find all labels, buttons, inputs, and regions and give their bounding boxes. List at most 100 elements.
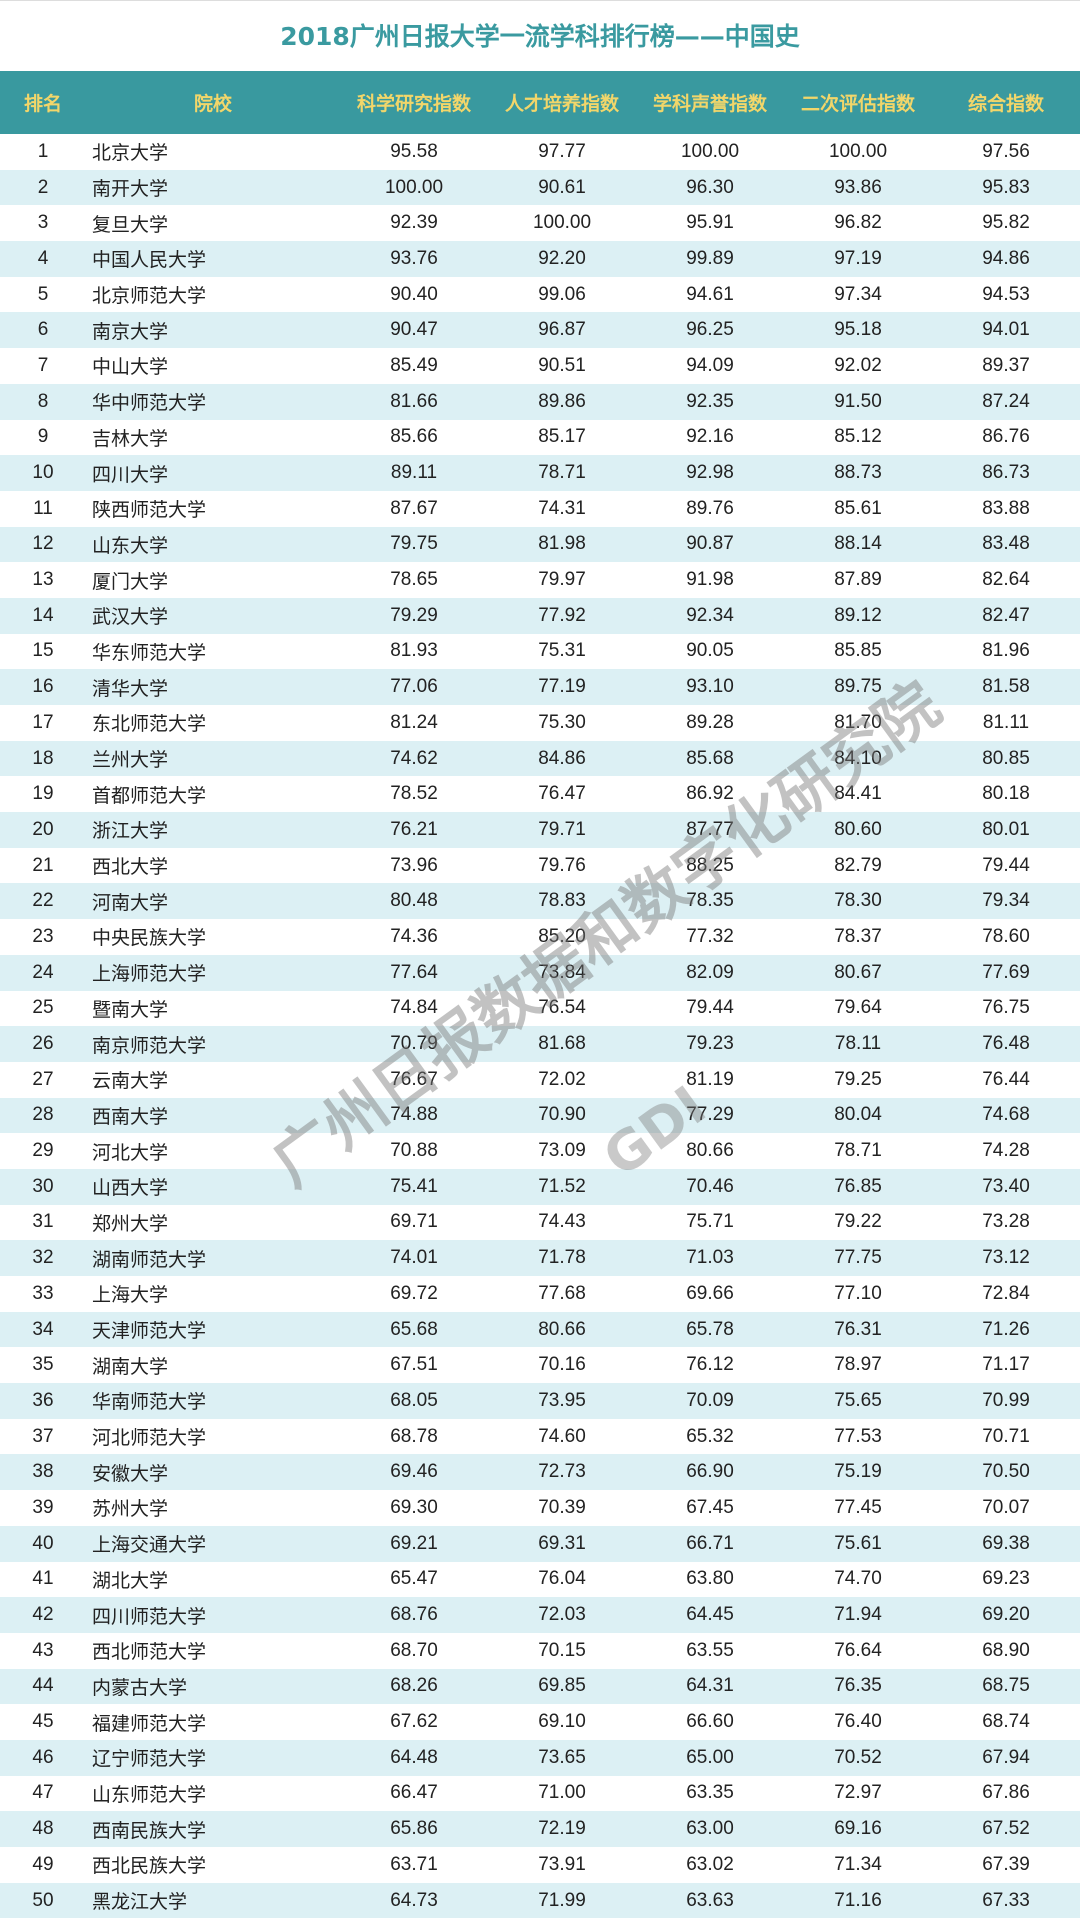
cell-talent-index: 77.19	[538, 676, 586, 698]
cell-evaluation-index: 77.10	[834, 1282, 882, 1304]
table-row: 24 上海师范大学 77.64 73.84 82.09 80.67 77.69	[0, 954, 1080, 991]
page-title: 2018广州日报大学一流学科排行榜——中国史	[0, 0, 1080, 71]
cell-reputation-index: 79.23	[686, 1033, 734, 1055]
cell-talent-index: 72.19	[538, 1818, 586, 1840]
table-row: 5 北京师范大学 90.40 99.06 94.61 97.34 94.53	[0, 277, 1080, 313]
cell-research-index: 69.30	[390, 1496, 438, 1518]
cell-reputation-index: 86.92	[686, 783, 734, 805]
cell-research-index: 75.41	[390, 1175, 438, 1197]
cell-talent-index: 79.76	[538, 854, 586, 876]
cell-research-index: 69.71	[390, 1211, 438, 1233]
cell-talent-index: 74.31	[538, 497, 586, 519]
cell-rank: 32	[32, 1247, 54, 1269]
cell-rank: 36	[32, 1389, 54, 1411]
cell-talent-index: 73.09	[538, 1140, 586, 1162]
cell-reputation-index: 78.35	[686, 890, 734, 912]
cell-talent-index: 69.31	[538, 1532, 586, 1554]
table-row: 49 西北民族大学 63.71 73.91 63.02 71.34 67.39	[0, 1847, 1080, 1883]
column-header-evaluation-index: 二次评估指数	[800, 93, 915, 115]
column-header-school: 院校	[193, 93, 232, 115]
cell-evaluation-index: 77.75	[834, 1247, 882, 1269]
cell-talent-index: 85.20	[538, 925, 586, 947]
table-row: 34 天津师范大学 65.68 80.66 65.78 76.31 71.26	[0, 1311, 1080, 1348]
cell-reputation-index: 92.35	[686, 390, 734, 412]
cell-reputation-index: 85.68	[686, 747, 734, 769]
cell-talent-index: 71.78	[538, 1247, 586, 1269]
cell-talent-index: 70.90	[538, 1104, 586, 1126]
column-header-talent-index: 人才培养指数	[504, 93, 619, 115]
cell-talent-index: 76.47	[538, 783, 586, 805]
cell-talent-index: 100.00	[532, 212, 592, 234]
cell-talent-index: 75.31	[538, 640, 586, 662]
cell-reputation-index: 95.91	[686, 212, 734, 234]
cell-rank: 17	[32, 711, 54, 733]
cell-evaluation-index: 78.97	[834, 1354, 882, 1376]
cell-rank: 38	[32, 1461, 54, 1483]
cell-evaluation-index: 71.16	[834, 1889, 882, 1911]
cell-talent-index: 73.91	[538, 1853, 586, 1875]
cell-school: 天津师范大学	[92, 1321, 207, 1343]
cell-research-index: 93.76	[390, 247, 438, 269]
cell-overall-index: 86.73	[982, 462, 1030, 484]
cell-talent-index: 81.98	[538, 533, 586, 555]
table-row: 4 中国人民大学 93.76 92.20 99.89 97.19 94.86	[0, 241, 1080, 277]
cell-school: 云南大学	[92, 1071, 169, 1093]
cell-rank: 10	[32, 462, 54, 484]
cell-school: 兰州大学	[92, 750, 169, 772]
cell-research-index: 81.24	[390, 711, 438, 733]
cell-research-index: 64.73	[390, 1889, 438, 1911]
table-row: 22 河南大学 80.48 78.83 78.35 78.30 79.34	[0, 883, 1080, 920]
cell-reputation-index: 88.25	[686, 854, 734, 876]
table-row: 18 兰州大学 74.62 84.86 85.68 84.10 80.85	[0, 740, 1080, 777]
cell-research-index: 65.68	[390, 1318, 438, 1340]
cell-evaluation-index: 95.18	[834, 319, 882, 341]
cell-overall-index: 94.53	[982, 283, 1030, 305]
column-header-rank: 排名	[23, 93, 62, 115]
cell-evaluation-index: 85.85	[834, 640, 882, 662]
cell-evaluation-index: 80.04	[834, 1104, 882, 1126]
table-row: 10 四川大学 89.11 78.71 92.98 88.73 86.73	[0, 455, 1080, 491]
cell-evaluation-index: 84.10	[834, 747, 882, 769]
cell-evaluation-index: 78.71	[834, 1140, 882, 1162]
column-header-reputation-index: 学科声誉指数	[652, 93, 767, 115]
cell-evaluation-index: 79.64	[834, 997, 882, 1019]
cell-overall-index: 82.64	[982, 569, 1030, 591]
cell-school: 中央民族大学	[92, 928, 207, 950]
cell-school: 河北师范大学	[92, 1428, 207, 1450]
cell-rank: 25	[32, 997, 54, 1019]
table-row: 27 云南大学 76.67 72.02 81.19 79.25 76.44	[0, 1062, 1080, 1098]
cell-rank: 35	[32, 1354, 54, 1376]
cell-reputation-index: 96.30	[686, 176, 734, 198]
cell-school: 辽宁师范大学	[92, 1749, 207, 1771]
cell-research-index: 78.65	[390, 569, 438, 591]
cell-rank: 24	[32, 961, 54, 983]
cell-talent-index: 97.77	[538, 140, 586, 162]
cell-research-index: 68.78	[390, 1425, 438, 1447]
cell-research-index: 68.05	[390, 1389, 438, 1411]
cell-school: 上海大学	[92, 1285, 169, 1307]
cell-rank: 20	[32, 818, 54, 840]
table-row: 35 湖南大学 67.51 70.16 76.12 78.97 71.17	[0, 1347, 1080, 1383]
cell-school: 郑州大学	[92, 1213, 169, 1235]
table-row: 15 华东师范大学 81.93 75.31 90.05 85.85 81.96	[0, 634, 1080, 670]
cell-reputation-index: 63.00	[686, 1818, 734, 1840]
table-header-row: 排名 院校 科学研究指数 人才培养指数 学科声誉指数 二次评估指数 综合指数	[0, 71, 1080, 134]
table-row: 48 西南民族大学 65.86 72.19 63.00 69.16 67.52	[0, 1811, 1080, 1847]
cell-reputation-index: 66.60	[686, 1711, 734, 1733]
cell-school: 上海交通大学	[92, 1535, 207, 1557]
cell-evaluation-index: 80.60	[834, 818, 882, 840]
cell-overall-index: 76.44	[982, 1068, 1030, 1090]
cell-school: 四川师范大学	[92, 1606, 207, 1628]
cell-talent-index: 70.15	[538, 1639, 586, 1661]
cell-talent-index: 92.20	[538, 247, 586, 269]
cell-research-index: 68.70	[390, 1639, 438, 1661]
cell-overall-index: 83.48	[982, 533, 1030, 555]
cell-evaluation-index: 87.89	[834, 569, 882, 591]
cell-overall-index: 67.86	[982, 1782, 1030, 1804]
cell-reputation-index: 65.32	[686, 1425, 734, 1447]
cell-reputation-index: 63.02	[686, 1853, 734, 1875]
table-row: 50 黑龙江大学 64.73 71.99 63.63 71.16 67.33	[0, 1882, 1080, 1919]
cell-evaluation-index: 77.45	[834, 1496, 882, 1518]
table-row: 23 中央民族大学 74.36 85.20 77.32 78.37 78.60	[0, 919, 1080, 955]
cell-evaluation-index: 75.65	[834, 1389, 882, 1411]
